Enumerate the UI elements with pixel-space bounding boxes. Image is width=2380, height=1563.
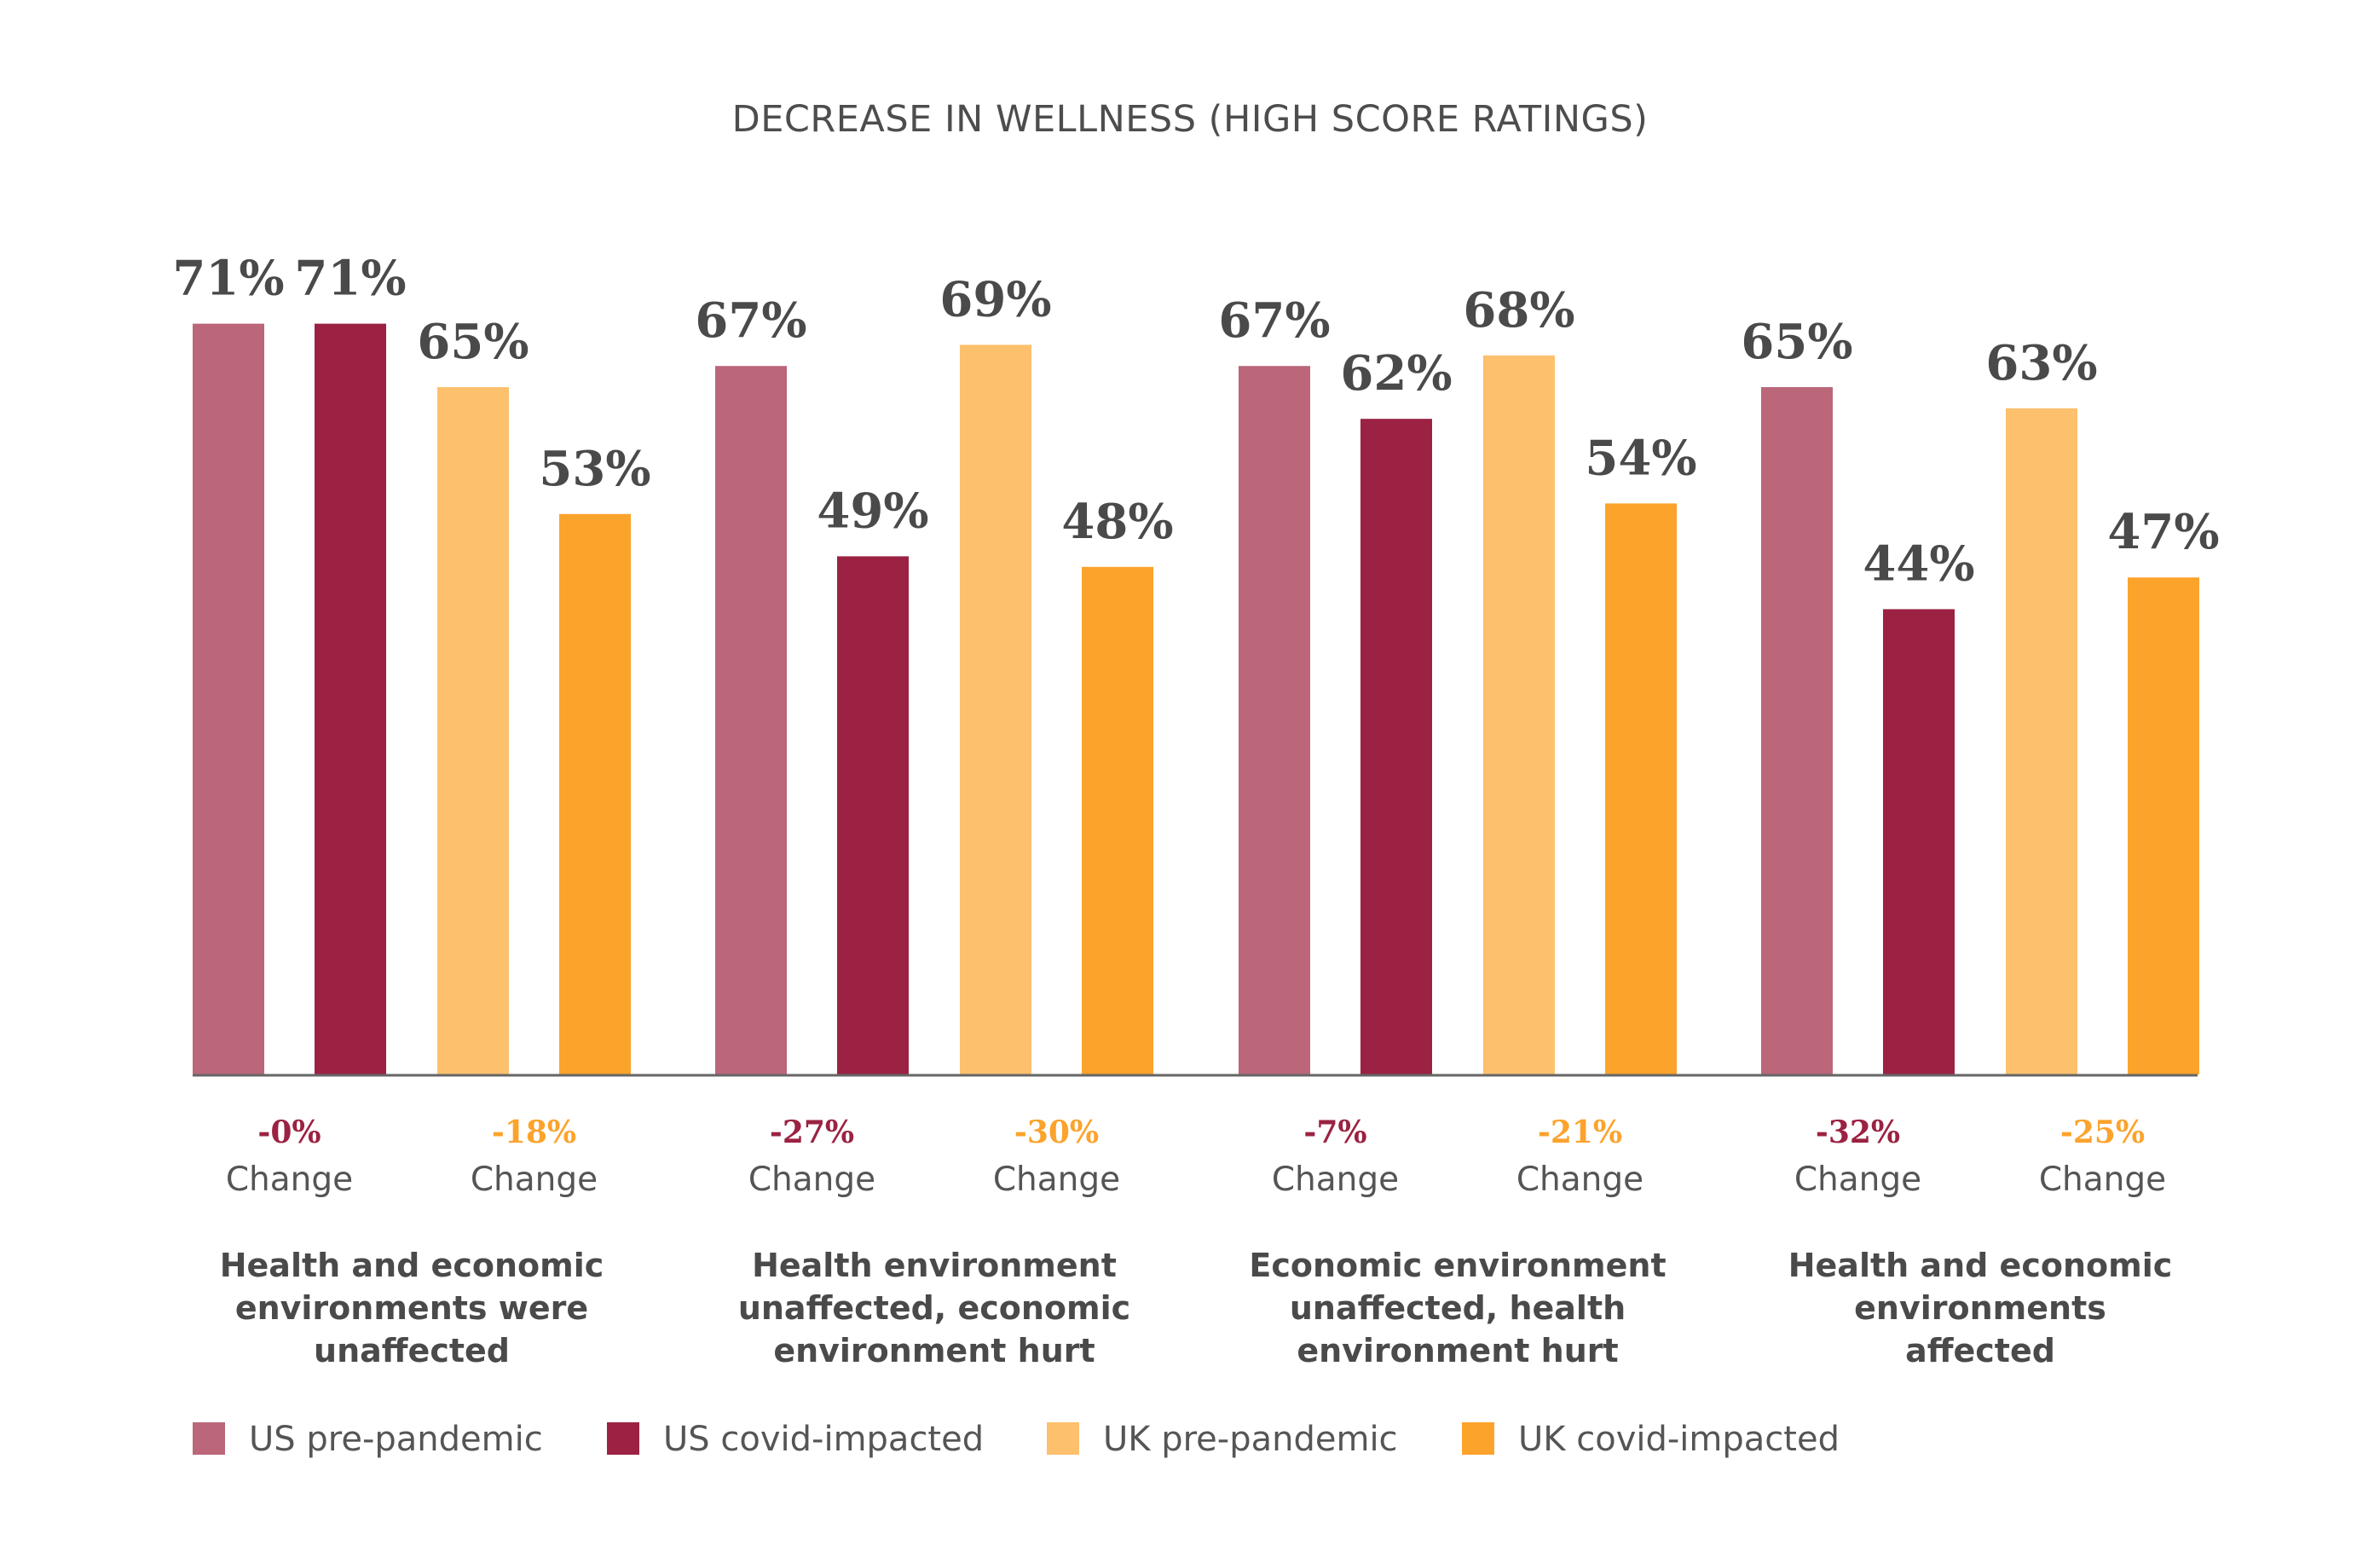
category-label: unaffected, health — [1290, 1289, 1626, 1327]
bar — [2128, 577, 2199, 1074]
data-label: 67% — [1218, 292, 1330, 349]
bar — [1761, 387, 1833, 1074]
bar — [1082, 566, 1153, 1074]
bar — [837, 556, 909, 1074]
category-label: Economic environment — [1249, 1247, 1666, 1284]
change-value-us: -32% — [1816, 1114, 1900, 1150]
change-word: Change — [748, 1161, 875, 1199]
bar — [1883, 609, 1955, 1074]
change-value-us: -27% — [770, 1114, 854, 1150]
bar — [960, 344, 1031, 1074]
change-word: Change — [2039, 1161, 2166, 1199]
bar — [1483, 355, 1555, 1074]
data-label: 71% — [294, 251, 406, 307]
category-label: Health and economic — [220, 1247, 604, 1284]
data-label: 62% — [1340, 345, 1452, 402]
data-label: 69% — [939, 271, 1051, 327]
change-value-us: -0% — [257, 1114, 321, 1150]
data-label: 53% — [539, 441, 650, 497]
category-label: Health environment — [752, 1247, 1117, 1284]
legend-swatch — [1047, 1422, 1079, 1455]
data-label: 71% — [172, 251, 284, 307]
legend-item: UK covid-impacted — [1518, 1420, 1840, 1459]
change-word: Change — [1516, 1161, 1643, 1199]
change-word: Change — [1272, 1161, 1399, 1199]
data-label: 44% — [1863, 535, 1974, 592]
change-word: Change — [993, 1161, 1120, 1199]
legend-swatch — [1462, 1422, 1494, 1455]
legend-item: UK pre-pandemic — [1103, 1420, 1398, 1459]
change-value-us: -7% — [1303, 1114, 1366, 1150]
data-label: 67% — [695, 292, 806, 349]
category-label: environments were — [235, 1289, 588, 1327]
bar — [1605, 503, 1677, 1074]
category-label: unaffected — [314, 1332, 510, 1369]
legend-swatch — [607, 1422, 639, 1455]
data-label: 68% — [1463, 282, 1574, 339]
category-label: unaffected, economic — [738, 1289, 1130, 1327]
legend-swatch — [193, 1422, 225, 1455]
change-value-uk: -18% — [492, 1114, 576, 1150]
bar — [2006, 408, 2077, 1074]
bar — [559, 513, 631, 1074]
change-word: Change — [1794, 1161, 1921, 1199]
bar — [1239, 366, 1310, 1074]
change-value-uk: -25% — [2060, 1114, 2145, 1150]
bar — [315, 323, 386, 1075]
change-word: Change — [226, 1161, 353, 1199]
bar — [1360, 419, 1432, 1074]
category-label: Health and economic — [1788, 1247, 2173, 1284]
category-label: environment hurt — [773, 1332, 1095, 1369]
bar — [193, 323, 264, 1075]
category-label: affected — [1905, 1332, 2055, 1369]
category-label: environments — [1854, 1289, 2106, 1327]
data-label: 48% — [1061, 494, 1173, 550]
category-label: environment hurt — [1297, 1332, 1618, 1369]
legend-item: US pre-pandemic — [249, 1420, 543, 1459]
data-label: 54% — [1585, 430, 1696, 486]
data-label: 49% — [817, 483, 928, 539]
data-label: 63% — [1985, 335, 2097, 391]
data-label: 65% — [417, 314, 529, 370]
change-value-uk: -30% — [1014, 1114, 1099, 1150]
legend-item: US covid-impacted — [663, 1420, 984, 1459]
change-value-uk: -21% — [1538, 1114, 1622, 1150]
bar — [437, 387, 509, 1074]
chart-title: DECREASE IN WELLNESS (HIGH SCORE RATINGS… — [731, 98, 1649, 141]
bar — [715, 366, 787, 1074]
data-label: 47% — [2107, 504, 2219, 560]
change-word: Change — [471, 1161, 598, 1199]
data-label: 65% — [1741, 314, 1852, 370]
